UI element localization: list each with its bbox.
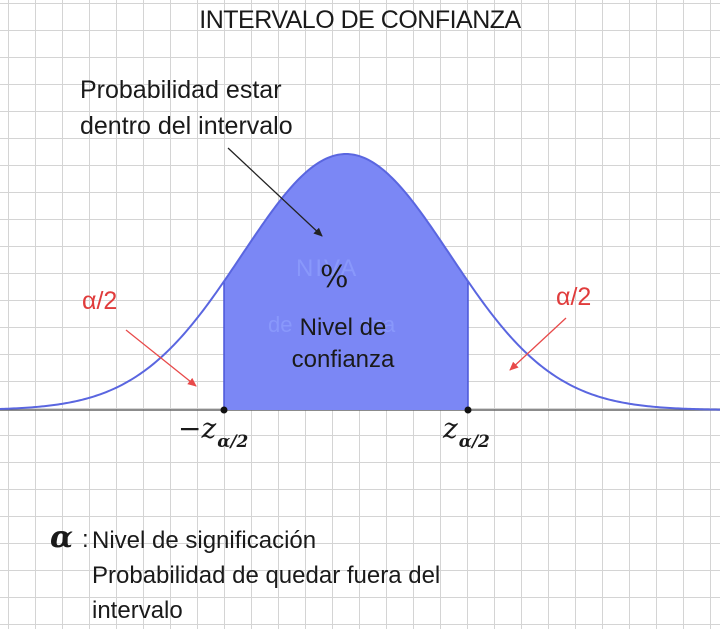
confidence-level-line-2: confianza xyxy=(291,346,395,373)
legend-colon: : xyxy=(82,526,89,553)
right-tail-arrow xyxy=(509,317,567,371)
annotation-arrow xyxy=(227,147,323,237)
normal-curve xyxy=(0,152,720,411)
legend-explanation-line-1: Probabilidad de quedar fuera del xyxy=(92,562,441,589)
annotation-line-2: dentro del intervalo xyxy=(80,112,293,140)
lower-bound-point xyxy=(220,406,228,414)
z-subscript: α/2 xyxy=(217,432,249,452)
z-subscript: α/2 xyxy=(458,432,490,452)
legend-explanation-line-2: intervalo xyxy=(92,597,183,624)
probability-inside-annotation: Probabilidad estar dentro del intervalo xyxy=(80,72,293,144)
significance-legend: Nivel de significación Probabilidad de q… xyxy=(92,523,440,628)
percent-sign: % xyxy=(320,260,349,295)
legend-definition: Nivel de significación xyxy=(92,527,317,554)
negative-critical-value: −zα/2 xyxy=(178,412,248,452)
confidence-level-line-1: Nivel de xyxy=(299,314,387,341)
confidence-area xyxy=(224,154,468,410)
annotation-line-1: Probabilidad estar xyxy=(80,76,282,104)
z-symbol: z xyxy=(201,412,217,445)
z-symbol: z xyxy=(443,412,458,445)
left-tail-label: α/2 xyxy=(82,287,118,315)
confidence-level-label: Nivel de confianza xyxy=(268,312,418,376)
alpha-symbol: α xyxy=(50,520,74,555)
left-tail-arrow xyxy=(125,329,197,387)
diagram-title: INTERVALO DE CONFIANZA xyxy=(199,6,521,34)
minus-sign: − xyxy=(178,412,202,445)
upper-bound-point xyxy=(464,406,472,414)
positive-critical-value: zα/2 xyxy=(443,412,490,452)
faded-background-text: de nza xyxy=(268,312,396,337)
right-tail-label: α/2 xyxy=(556,283,592,311)
faded-background-text: NIVA xyxy=(296,255,359,282)
